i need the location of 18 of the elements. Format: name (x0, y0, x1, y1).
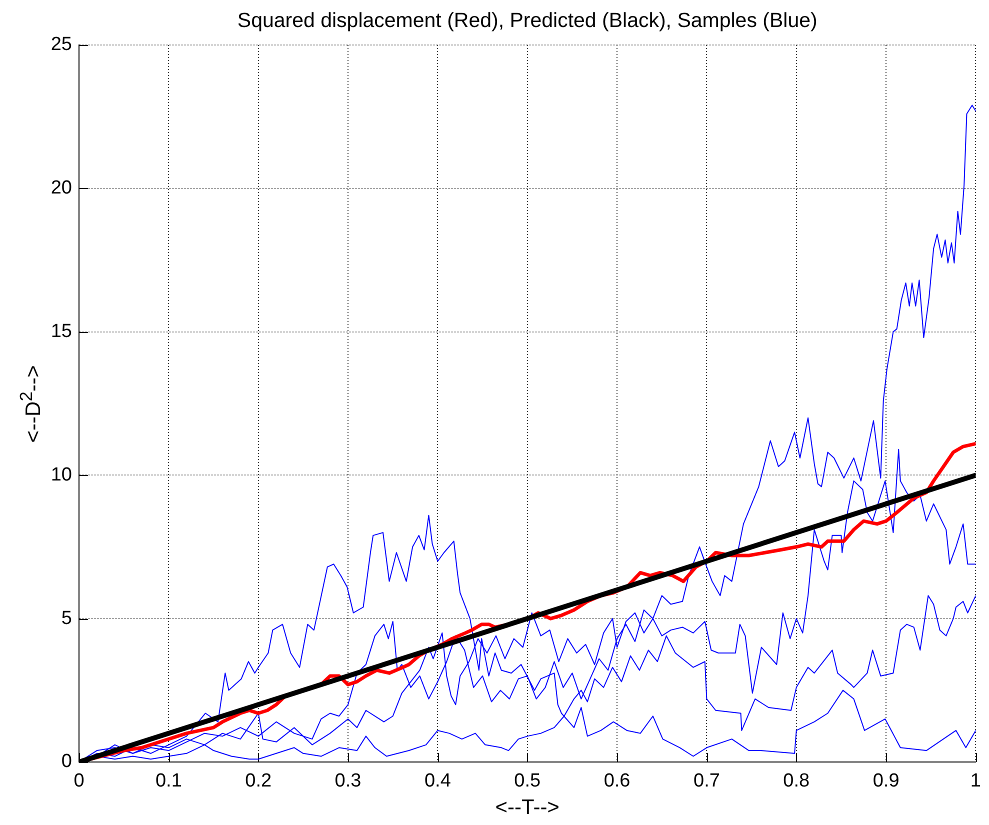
x-tick-label: 0.8 (783, 770, 810, 792)
y-tick-label: 15 (50, 321, 72, 342)
x-tick-label: 0.5 (514, 770, 541, 792)
y-tick-label: 5 (61, 608, 72, 629)
x-tick-label: 0.2 (245, 770, 272, 792)
y-tick-label: 10 (50, 464, 72, 486)
x-tick-label: 0.4 (424, 770, 452, 792)
x-tick-label: 0.9 (872, 770, 900, 792)
y-tick-label: 20 (50, 178, 72, 199)
y-tick-label: 0 (61, 751, 72, 772)
x-tick-label: 1 (970, 770, 982, 792)
x-tick-label: 0.6 (604, 770, 630, 792)
chart-title: Squared displacement (Red), Predicted (Black), Samples (Blue) (237, 8, 818, 32)
x-tick-label: 0.1 (155, 770, 182, 792)
x-axis-title: <--T--> (495, 796, 560, 820)
x-tick-label: 0.7 (693, 770, 720, 792)
x-tick-label: 0.3 (334, 770, 362, 792)
y-tick-label: 25 (50, 34, 72, 56)
